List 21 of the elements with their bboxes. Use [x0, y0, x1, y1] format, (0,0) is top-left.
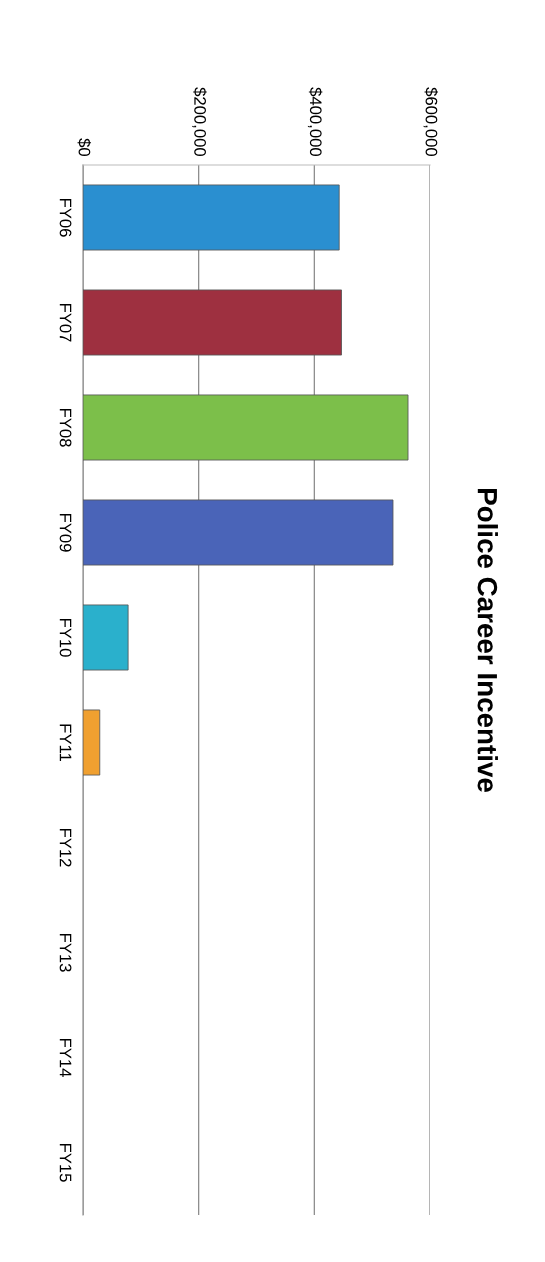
bar	[83, 604, 129, 671]
x-tick-label: $0	[77, 138, 92, 157]
y-tick-label: FY11	[59, 724, 72, 761]
bar	[83, 289, 342, 356]
y-tick-label: FY14	[59, 1038, 72, 1077]
x-tick-label: $400,000	[307, 87, 323, 157]
bar	[83, 709, 101, 776]
y-tick-label: FY10	[59, 618, 72, 657]
y-tick-label: FY12	[59, 828, 72, 867]
bar	[83, 499, 394, 566]
y-tick-label: FY09	[59, 513, 72, 552]
y-tick-label: FY13	[59, 933, 72, 972]
text: Police Career Incentive	[477, 489, 498, 792]
y-tick-label: FY06	[59, 198, 72, 237]
y-tick-label: FY15	[59, 1143, 72, 1182]
y-tick-label: FY08	[59, 408, 72, 447]
y-tick-label: FY07	[59, 303, 72, 342]
x-tick-label: $600,000	[423, 87, 439, 157]
bar	[83, 394, 409, 461]
x-tick-label: $200,000	[192, 87, 207, 157]
bar	[83, 184, 340, 251]
